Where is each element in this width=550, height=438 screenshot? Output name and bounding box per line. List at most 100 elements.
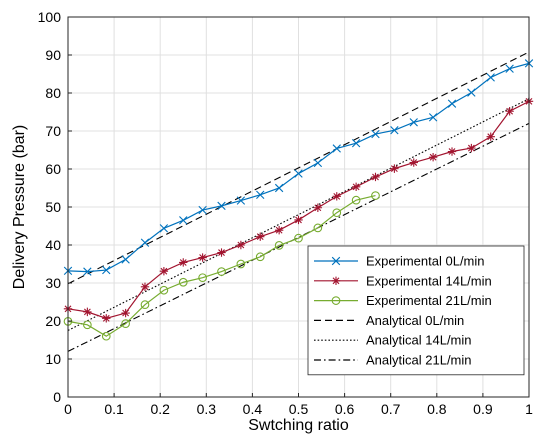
- data-point: [467, 88, 476, 97]
- series-line: [67, 98, 530, 331]
- data-point: [467, 143, 476, 153]
- data-point: [332, 208, 342, 218]
- x-axis-label: Swtching ratio: [248, 417, 349, 434]
- legend-label: Analytical 21L/min: [366, 353, 472, 368]
- data-point: [447, 99, 457, 108]
- x-tick-label: 0.9: [473, 401, 493, 417]
- data-point: [121, 255, 130, 264]
- x-tick-label: 1: [525, 401, 533, 417]
- data-point: [313, 223, 323, 233]
- data-point: [351, 195, 361, 205]
- y-tick-label: 50: [45, 199, 61, 215]
- legend-marker: [331, 296, 341, 305]
- y-tick-label: 20: [45, 313, 61, 329]
- data-point: [102, 265, 111, 275]
- legend-label: Experimental 21L/min: [366, 293, 492, 308]
- legend-label: Analytical 14L/min: [366, 333, 472, 348]
- x-tick-label: 0.6: [335, 401, 355, 417]
- data-point: [294, 215, 303, 225]
- data-point: [198, 205, 207, 215]
- y-tick-label: 10: [45, 351, 61, 367]
- data-point: [351, 182, 361, 192]
- data-point: [313, 203, 323, 212]
- data-point: [447, 147, 457, 156]
- data-point: [217, 201, 226, 211]
- y-tick-label: 80: [45, 85, 61, 101]
- data-point: [294, 233, 303, 243]
- x-tick-label: 0.3: [197, 401, 217, 417]
- series-1: [63, 97, 534, 323]
- y-tick-label: 90: [45, 47, 61, 63]
- y-tick-label: 100: [38, 9, 62, 25]
- x-tick-label: 0.2: [150, 401, 170, 417]
- legend-marker: [331, 276, 341, 285]
- data-point: [159, 285, 169, 295]
- legend-label: Experimental 14L/min: [366, 273, 492, 288]
- series-0: [63, 59, 534, 276]
- data-point: [140, 282, 150, 291]
- data-point: [236, 259, 246, 269]
- data-point: [274, 183, 284, 193]
- data-point: [428, 113, 438, 122]
- y-tick-label: 0: [53, 389, 61, 405]
- data-point: [236, 196, 246, 205]
- data-point: [140, 238, 150, 247]
- data-point: [505, 107, 514, 116]
- legend-entry: Analytical 14L/min: [314, 333, 472, 348]
- data-point: [179, 258, 188, 267]
- legend-box: [307, 245, 525, 376]
- legend-entry: Experimental 0L/min: [314, 254, 485, 269]
- data-point: [371, 191, 380, 200]
- series-2: [63, 191, 380, 341]
- data-point: [313, 158, 323, 168]
- data-point: [351, 138, 361, 148]
- data-point: [159, 224, 169, 233]
- data-point: [140, 300, 150, 310]
- data-point: [274, 241, 284, 250]
- data-point: [256, 190, 265, 200]
- y-tick-label: 40: [45, 237, 61, 253]
- data-point: [486, 73, 495, 82]
- data-point: [121, 308, 130, 318]
- x-tick-label: 0.8: [427, 401, 447, 417]
- legend-label: Experimental 0L/min: [366, 254, 485, 269]
- data-point: [294, 169, 303, 178]
- data-point: [332, 144, 341, 153]
- data-point: [198, 273, 207, 283]
- data-point: [217, 267, 226, 276]
- data-point: [390, 164, 399, 173]
- data-point: [371, 129, 380, 139]
- data-point: [83, 320, 92, 330]
- data-point: [371, 172, 380, 182]
- legend-label: Analytical 0L/min: [366, 313, 464, 328]
- series-4: [67, 98, 530, 331]
- series-line: [67, 195, 376, 337]
- x-tick-label: 0: [64, 401, 72, 417]
- legend-marker: [331, 256, 341, 266]
- data-point: [409, 118, 418, 127]
- legend-entry: Analytical 0L/min: [314, 313, 464, 328]
- legend-entry: Experimental 21L/min: [314, 293, 492, 308]
- data-point: [101, 331, 111, 341]
- series-3: [67, 51, 530, 285]
- data-point: [102, 314, 111, 323]
- y-tick-label: 60: [45, 161, 61, 177]
- data-point: [274, 225, 284, 235]
- data-point: [159, 267, 169, 276]
- x-tick-label: 0.7: [381, 401, 401, 417]
- series-group: [63, 51, 534, 352]
- y-axis-label: Delivery Pressure (bar): [11, 125, 28, 289]
- data-point: [428, 153, 438, 162]
- data-point: [217, 248, 226, 257]
- data-point: [390, 126, 399, 135]
- series-line: [67, 51, 530, 285]
- x-tick-label: 0.4: [243, 401, 263, 417]
- legend-entry: Analytical 21L/min: [314, 353, 472, 368]
- data-point: [198, 253, 207, 262]
- data-point: [256, 232, 265, 241]
- data-point: [332, 192, 341, 201]
- y-tick-label: 70: [45, 123, 61, 139]
- x-tick-label: 0.1: [104, 401, 124, 417]
- data-point: [505, 64, 514, 73]
